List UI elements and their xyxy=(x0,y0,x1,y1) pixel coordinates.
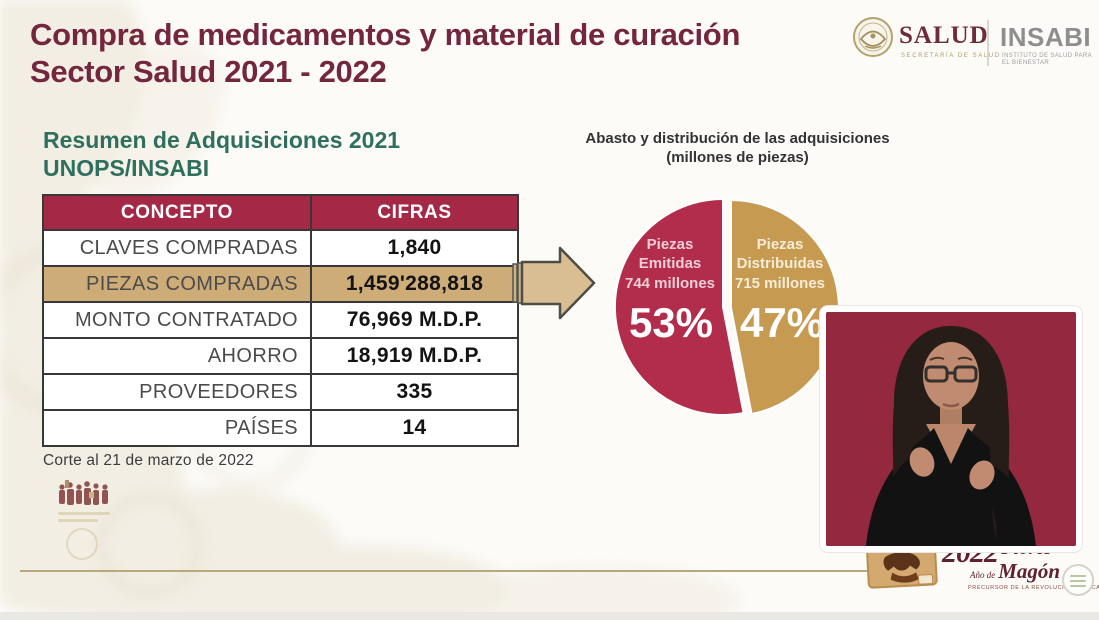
table-row: CLAVES COMPRADAS 1,840 xyxy=(42,229,519,267)
table-cell-concepto: CLAVES COMPRADAS xyxy=(42,229,312,267)
small-round-seal-icon xyxy=(1062,564,1094,596)
arrow-right-icon xyxy=(512,246,596,320)
table-cell-concepto: PROVEEDORES xyxy=(42,373,312,411)
table-cell-concepto: PAÍSES xyxy=(42,409,312,447)
section-heading: Resumen de Adquisiciones 2021 UNOPS/INSA… xyxy=(43,126,400,182)
interpreter-figure xyxy=(826,312,1076,546)
magon-magon: Magón xyxy=(998,559,1061,583)
footer-rule xyxy=(20,570,886,572)
section-heading-line1: Resumen de Adquisiciones 2021 xyxy=(43,127,401,153)
salud-seal-icon xyxy=(853,17,893,57)
salud-logo-text: SALUD xyxy=(899,22,989,49)
column-header-concepto: CONCEPTO xyxy=(42,194,312,231)
insabi-logo-subtitle: INSTITUTO DE SALUD PARA EL BIENESTAR xyxy=(1002,53,1092,67)
table-cell-concepto: PIEZAS COMPRADAS xyxy=(42,265,312,303)
table-cell-cifras: 1,840 xyxy=(310,229,519,267)
video-frame xyxy=(826,312,1076,546)
table-cell-cifras: 76,969 M.D.P. xyxy=(310,301,519,339)
table-row: MONTO CONTRATADO 76,969 M.D.P. xyxy=(42,301,519,339)
slide-title: Compra de medicamentos y material de cur… xyxy=(30,16,740,90)
slice-emitidas-label1: Piezas xyxy=(647,236,694,253)
table-row-highlighted: PIEZAS COMPRADAS 1,459'288,818 xyxy=(42,265,519,303)
table-cell-concepto: MONTO CONTRATADO xyxy=(42,301,312,339)
insabi-subtitle-line1: INSTITUTO DE SALUD PARA xyxy=(1002,53,1092,59)
pie-chart-title: Abasto y distribución de las adquisicion… xyxy=(565,129,910,167)
slice-emitidas-amount: 744 millones xyxy=(625,275,715,292)
table-cell-cifras: 18,919 M.D.P. xyxy=(310,337,519,375)
table-row: PROVEEDORES 335 xyxy=(42,373,519,411)
table-row: AHORRO 18,919 M.D.P. xyxy=(42,337,519,375)
slice-distribuidas-percentage: 47% xyxy=(740,299,824,346)
brand-divider xyxy=(987,20,989,66)
table-cell-cifras: 14 xyxy=(310,409,519,447)
flores-magon-portrait xyxy=(866,546,938,589)
table-cell-concepto: AHORRO xyxy=(42,337,312,375)
pie-chart-title-line2: (millones de piezas) xyxy=(666,149,809,166)
magon-caption: PRECURSOR DE LA REVOLUCIÓN MEXICANA xyxy=(968,585,1099,591)
historic-figures-watermark xyxy=(59,480,108,505)
slice-emitidas-label2: Emitidas xyxy=(639,255,702,272)
slice-distribuidas-amount: 715 millones xyxy=(735,275,825,292)
slice-distribuidas-label1: Piezas xyxy=(757,236,804,253)
magon-ano-de: Año de xyxy=(970,570,996,580)
acquisitions-table: CONCEPTO CIFRAS CLAVES COMPRADAS 1,840 P… xyxy=(42,194,519,447)
salud-logo-subtitle: SECRETARÍA DE SALUD xyxy=(901,53,1001,59)
section-heading-line2: UNOPS/INSABI xyxy=(43,155,210,181)
insabi-subtitle-line2: EL BIENESTAR xyxy=(1002,60,1050,66)
table-cell-cifras: 1,459'288,818 xyxy=(310,265,519,303)
insabi-logo-text: INSABI xyxy=(1000,22,1092,52)
pie-slice-distribuidas xyxy=(730,199,840,415)
column-header-cifras: CIFRAS xyxy=(310,194,519,231)
sign-language-video xyxy=(820,306,1082,552)
table-header-row: CONCEPTO CIFRAS xyxy=(42,194,519,231)
table-row: PAÍSES 14 xyxy=(42,409,519,447)
cutoff-date-note: Corte al 21 de marzo de 2022 xyxy=(43,452,254,469)
bottom-edge-strip xyxy=(0,612,1099,620)
slice-distribuidas-label2: Distribuidas xyxy=(737,255,824,272)
watermark-seal-icon xyxy=(66,528,98,560)
slide-title-line2: Sector Salud 2021 - 2022 xyxy=(30,54,387,89)
pie-chart: Piezas Emitidas 744 millones 53% Piezas … xyxy=(613,198,840,416)
slice-emitidas-percentage: 53% xyxy=(629,299,713,346)
watermark-caption-lines xyxy=(58,512,112,526)
pie-chart-title-line1: Abasto y distribución de las adquisicion… xyxy=(585,130,890,147)
slide-title-line1: Compra de medicamentos y material de cur… xyxy=(30,17,741,52)
pie-slice-emitidas xyxy=(613,198,745,416)
table-cell-cifras: 335 xyxy=(310,373,519,411)
